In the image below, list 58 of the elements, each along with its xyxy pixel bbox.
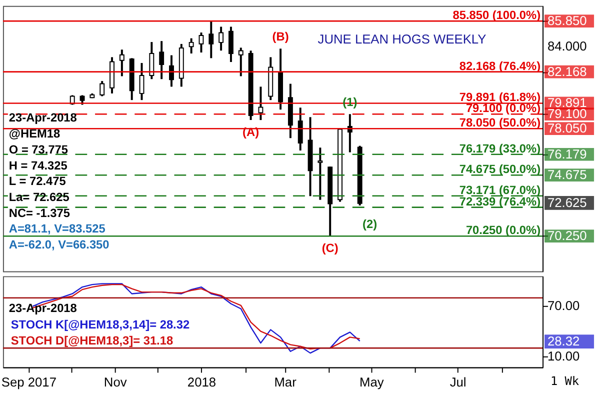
candlestick	[258, 86, 264, 122]
y-tick-label: 84.000	[547, 38, 587, 54]
ref-line-label: 78.050 (50.0%)	[459, 116, 541, 130]
x-tick-label: Sep 2017	[1, 374, 56, 390]
x-tick-label: 2018	[187, 374, 216, 390]
annotation: (2)	[362, 217, 378, 232]
ref-line-label: 72.339 (76.4%)	[459, 194, 541, 208]
text: STOCH D[@HEM18,3]= 31.18	[10, 334, 174, 348]
x-tick-label: Nov	[104, 374, 128, 390]
annotation: A=-62.0, V=66.350	[8, 237, 110, 252]
candlestick	[238, 46, 244, 78]
annotation: 23-Apr-2018	[8, 110, 78, 125]
y-tick-label: 70.250	[547, 228, 587, 244]
annotation: A=81.1, V=83.525	[8, 222, 106, 236]
candlestick	[218, 26, 224, 52]
candlestick	[149, 41, 154, 80]
annotation: H = 74.325	[8, 158, 68, 172]
ref-line-label: 76.179 (33.0%)	[459, 141, 541, 156]
candlestick	[298, 106, 303, 152]
y-tick-label: 78.050	[547, 120, 587, 136]
text: 1 Wk	[550, 374, 580, 388]
candlestick	[318, 146, 323, 201]
candlestick	[198, 32, 204, 54]
text: STOCH K[@HEM18,3,14]= 28.32	[10, 318, 190, 332]
candlestick	[208, 20, 214, 60]
candlestick	[139, 62, 144, 102]
candlestick	[80, 94, 85, 106]
y-tick-label: 74.675	[547, 167, 587, 182]
ref-line-label: 73.171 (67.0%)	[459, 182, 541, 197]
y-tick-label: 85.850	[547, 13, 587, 28]
annotation: (B)	[272, 30, 289, 44]
x-tick-label: May	[360, 374, 384, 390]
candlestick	[100, 80, 105, 98]
annotation: 23-Apr-2018	[8, 300, 78, 315]
annotation: (C)	[322, 240, 338, 255]
y-tick-label: 82.168	[547, 64, 587, 79]
ref-line-label: 70.250 (0.0%)	[466, 223, 541, 238]
ref-line-label: 85.850 (100.0%)	[452, 8, 541, 22]
y-tick-label: 70.00	[547, 298, 580, 314]
annotation: NC= -1.375	[8, 206, 70, 220]
annotation: @HEM18	[8, 126, 60, 141]
ref-line-label: 82.168 (76.4%)	[459, 58, 541, 73]
candlestick	[188, 37, 194, 54]
text: JUNE LEAN HOGS WEEKLY	[318, 32, 487, 47]
candlestick	[228, 26, 234, 64]
y-tick-label: 10.00	[547, 348, 580, 364]
ref-line-label: 79.891 (61.8%)	[459, 90, 541, 104]
x-tick-label: Jul	[450, 374, 466, 390]
x-tick-label: Mar	[274, 374, 298, 390]
ref-line-label: 74.675 (50.0%)	[459, 162, 541, 176]
candlestick	[169, 54, 174, 88]
text: 28.32	[547, 333, 580, 348]
y-tick-label: 76.179	[547, 146, 587, 162]
annotation: O = 73.775	[8, 142, 68, 156]
text: 72.625	[547, 194, 587, 210]
candlestick	[159, 40, 164, 80]
annotation: L = 72.475	[8, 174, 66, 188]
candlestick	[119, 48, 124, 78]
